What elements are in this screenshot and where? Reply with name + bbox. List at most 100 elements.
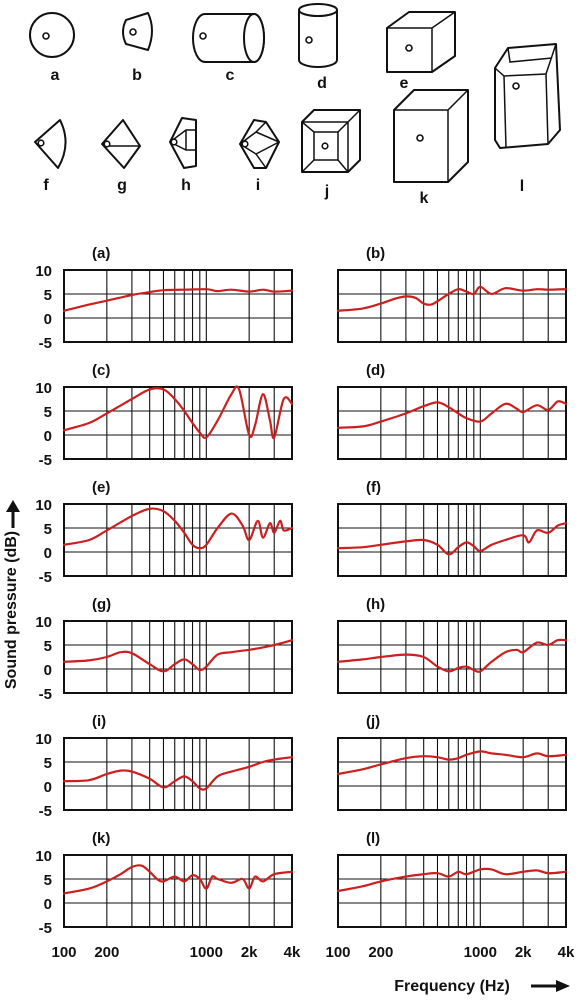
panel-k: (k) 10 5 0 -5 xyxy=(35,830,294,937)
beveled-box-icon xyxy=(301,109,361,173)
shape-label: b xyxy=(132,67,142,84)
y-tick-label: -5 xyxy=(39,569,52,586)
panel-label: (k) xyxy=(92,830,110,847)
teardrop-icon xyxy=(34,119,67,169)
shape-k: k xyxy=(393,89,469,207)
shape-label: l xyxy=(520,178,524,195)
shape-a: a xyxy=(29,12,75,84)
tall-box-icon xyxy=(393,89,469,183)
y-tick-label: 10 xyxy=(35,614,52,631)
y-tick-label: 0 xyxy=(44,311,52,328)
x-tick-label: 2k xyxy=(515,944,532,961)
y-tick-label: -5 xyxy=(39,686,52,703)
plot-frame xyxy=(337,269,567,343)
plot-frame xyxy=(337,737,567,811)
shape-label: a xyxy=(51,67,60,84)
response-curve xyxy=(62,639,294,673)
y-tick-label: -5 xyxy=(39,803,52,820)
panel-l: (l) xyxy=(336,830,568,928)
y-tick-label: 5 xyxy=(44,638,52,655)
plot-frame xyxy=(337,620,567,694)
y-tick-label: 10 xyxy=(35,380,52,397)
x-tick-label: 200 xyxy=(94,944,119,961)
y-tick-label: 0 xyxy=(44,896,52,913)
shape-l: l xyxy=(494,43,561,195)
response-curve xyxy=(336,750,568,776)
response-curve xyxy=(336,638,568,673)
plot-frame xyxy=(63,620,293,694)
x-tick-label: 200 xyxy=(368,944,393,961)
diamond-icon xyxy=(101,119,141,169)
faceted-hexagon-icon xyxy=(239,119,280,169)
shape-label: d xyxy=(317,75,327,92)
y-tick-label: 10 xyxy=(35,497,52,514)
shape-g: g xyxy=(101,119,141,194)
panel-label: (l) xyxy=(366,830,380,847)
response-curve xyxy=(336,400,568,429)
horizontal-cylinder-icon xyxy=(192,13,265,63)
shape-label: j xyxy=(324,183,329,200)
panel-label: (h) xyxy=(366,596,385,613)
x-tick-label: 100 xyxy=(51,944,76,961)
y-tick-label: -5 xyxy=(39,452,52,469)
y-tick-label: 5 xyxy=(44,287,52,304)
y-axis-label: Sound pressure (dB) xyxy=(3,531,20,689)
shape-j: j xyxy=(301,109,361,200)
shape-h: h xyxy=(169,117,197,194)
cube-icon xyxy=(386,11,456,73)
y-tick-label: 5 xyxy=(44,521,52,538)
faceted-wedge-icon xyxy=(169,117,197,169)
panel-i: (i) 10 5 0 -5 xyxy=(35,713,294,820)
panel-e: (e) 10 5 0 -5 xyxy=(35,479,294,586)
response-curve xyxy=(62,385,294,440)
plot-frame xyxy=(337,503,567,577)
frequency-response-charts: (a) 10 5 0 -5 (b) (c) 10 5 0 -5 (d) (e) 10 5 0 -5 (f) (g) 1… xyxy=(35,245,575,961)
plot-frame xyxy=(63,854,293,928)
panel-j: (j) xyxy=(336,713,568,811)
x-tick-label: 4k xyxy=(284,944,301,961)
y-tick-label: 10 xyxy=(35,263,52,280)
plot-frame xyxy=(63,737,293,811)
response-curve xyxy=(62,507,294,550)
y-tick-label: 0 xyxy=(44,662,52,679)
panel-label: (f) xyxy=(366,479,381,496)
panel-f: (f) xyxy=(336,479,568,577)
shape-f: f xyxy=(34,119,67,194)
shape-e: e xyxy=(386,11,456,92)
shape-i: i xyxy=(239,119,280,194)
x-tick-label: 100 xyxy=(325,944,350,961)
y-tick-label: 0 xyxy=(44,779,52,796)
panel-b: (b) xyxy=(336,245,568,343)
shape-label: h xyxy=(181,177,191,194)
y-tick-label: 5 xyxy=(44,755,52,772)
panel-label: (i) xyxy=(92,713,106,730)
shape-c: c xyxy=(192,13,265,84)
y-tick-label: -5 xyxy=(39,920,52,937)
response-curve xyxy=(336,285,568,312)
response-curve xyxy=(336,867,568,893)
y-tick-label: -5 xyxy=(39,335,52,352)
x-axis-arrow-icon xyxy=(531,980,570,992)
plot-frame xyxy=(337,386,567,460)
y-tick-label: 0 xyxy=(44,428,52,445)
shape-label: i xyxy=(256,177,260,194)
y-tick-label: 5 xyxy=(44,404,52,421)
shape-label: g xyxy=(117,177,127,194)
response-curve xyxy=(336,522,568,556)
panel-label: (d) xyxy=(366,362,385,379)
x-tick-label: 1000 xyxy=(464,944,497,961)
shape-d: d xyxy=(298,3,338,92)
vertical-cylinder-icon xyxy=(298,3,338,68)
shape-label: k xyxy=(420,190,429,207)
panel-label: (j) xyxy=(366,713,380,730)
shape-label: c xyxy=(226,67,235,84)
plot-frame xyxy=(337,854,567,928)
panel-label: (e) xyxy=(92,479,110,496)
panel-label: (c) xyxy=(92,362,110,379)
shape-label: f xyxy=(43,177,49,194)
y-tick-label: 10 xyxy=(35,731,52,748)
response-curve xyxy=(62,864,294,895)
shape-b: b xyxy=(122,12,153,84)
truncated-cone-icon xyxy=(122,12,153,51)
